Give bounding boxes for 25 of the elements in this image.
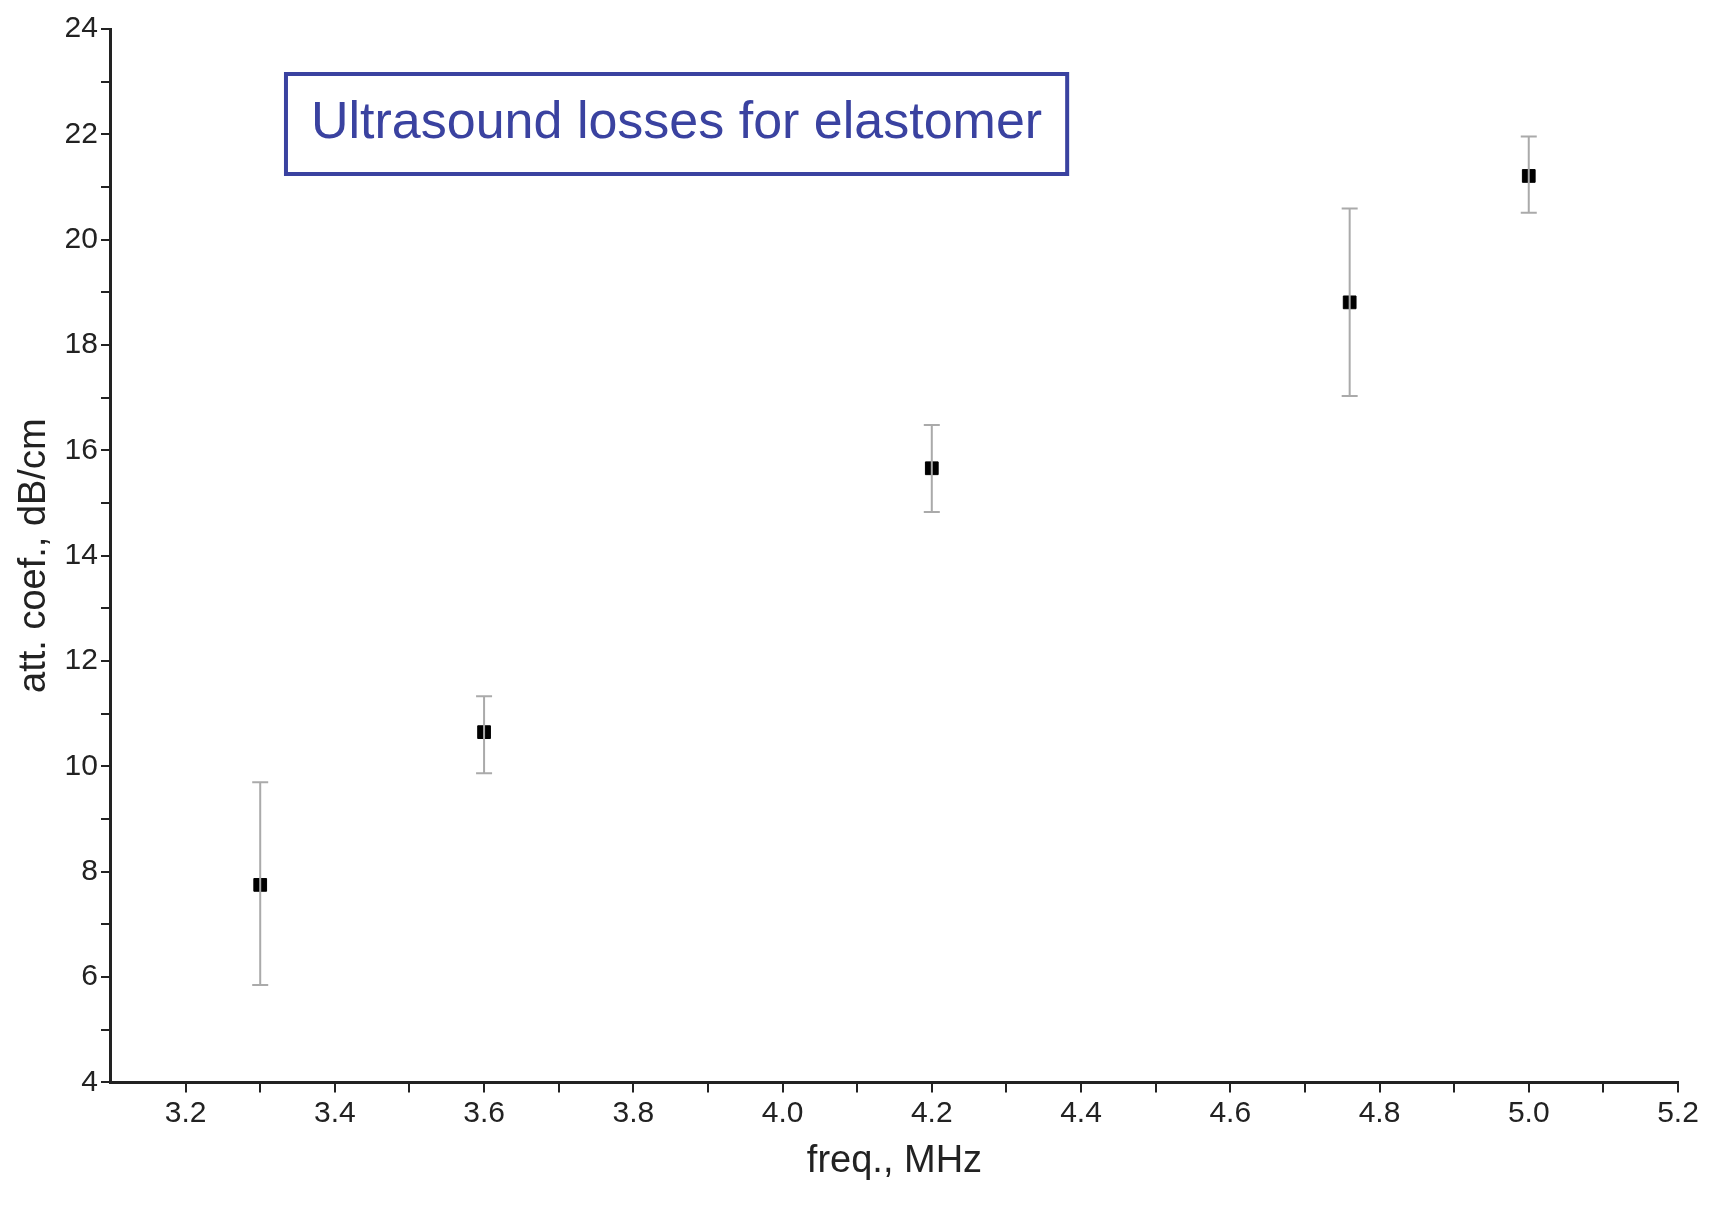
x-tick-label: 4.4: [1060, 1094, 1102, 1128]
y-tick-label: 14: [64, 536, 98, 570]
y-tick-label: 10: [64, 747, 98, 781]
y-tick-label: 22: [64, 115, 98, 149]
x-tick-label: 4.0: [761, 1094, 804, 1128]
x-tick-label: 3.8: [612, 1094, 655, 1128]
y-tick-label: 18: [64, 326, 98, 360]
x-tick-label: 3.4: [313, 1094, 356, 1128]
y-tick-label: 16: [64, 431, 98, 465]
y-axis-title: att. coef., dB/cm: [11, 418, 54, 693]
x-tick-label: 4.2: [910, 1094, 953, 1128]
y-tick-label: 6: [81, 958, 98, 992]
x-tick-label: 3.2: [164, 1094, 207, 1128]
y-tick-label: 4: [81, 1063, 98, 1097]
y-tick-label: 20: [64, 220, 98, 254]
x-tick-label: 4.6: [1209, 1094, 1252, 1128]
x-tick-label: 4.8: [1358, 1094, 1401, 1128]
text: Ultrasound losses for elastomer: [310, 91, 1043, 150]
x-tick-label: 3.6: [463, 1094, 505, 1128]
y-tick-label: 24: [64, 10, 98, 44]
x-axis-title: freq., MHz: [806, 1137, 983, 1180]
y-tick-label: 12: [64, 642, 98, 676]
x-tick-label: 5.0: [1507, 1094, 1550, 1128]
x-tick-label: 5.2: [1657, 1094, 1699, 1128]
y-tick-label: 8: [81, 852, 98, 886]
